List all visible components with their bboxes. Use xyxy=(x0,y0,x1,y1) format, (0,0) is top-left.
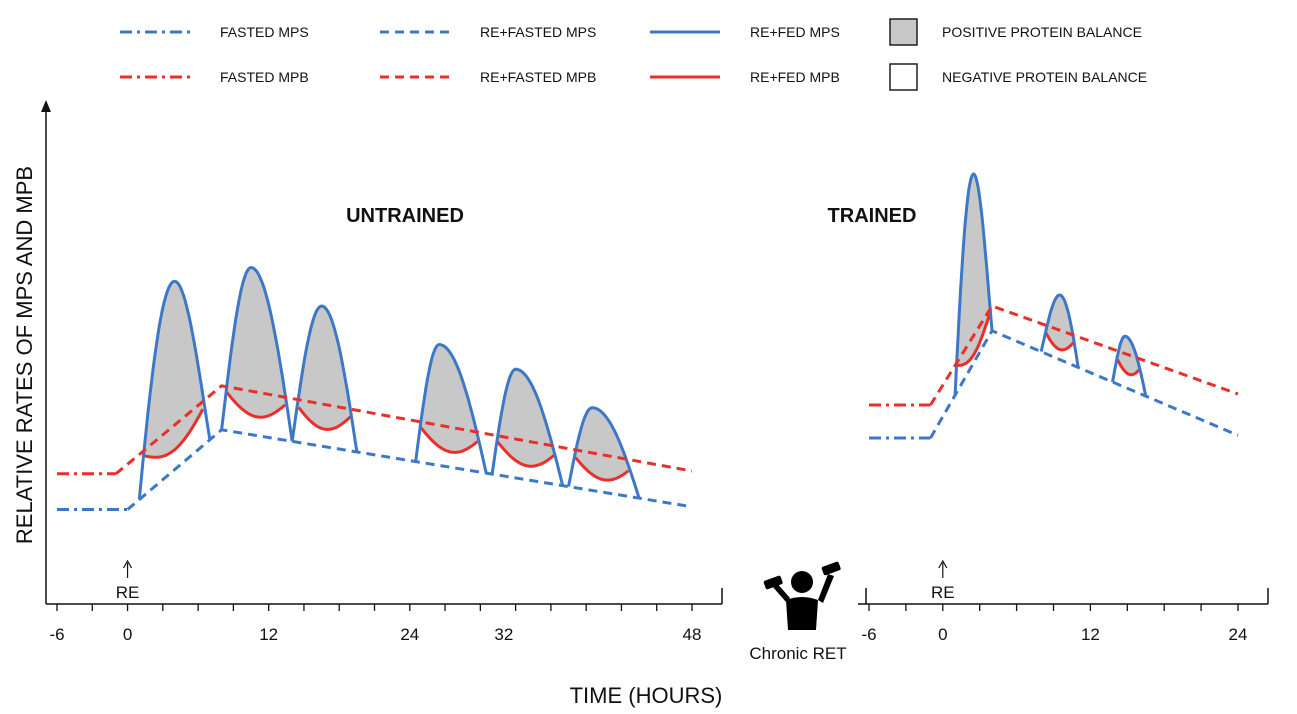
x-tick-label-0-2: 12 xyxy=(259,625,278,644)
x-tick-label-0-4: 32 xyxy=(494,625,513,644)
legend-swatch-7 xyxy=(890,64,917,90)
y-axis-arrow xyxy=(41,100,51,112)
x-tick-label-1-0: -6 xyxy=(861,625,876,644)
panel-title-1: TRAINED xyxy=(828,205,917,227)
x-tick-label-1-3: 24 xyxy=(1229,625,1248,644)
x-tick-label-0-1: 0 xyxy=(123,625,132,644)
re-label-1: RE xyxy=(931,583,955,602)
weightlifter-icon xyxy=(763,561,841,630)
legend-label-4: FASTED MPB xyxy=(220,69,309,85)
legend-label-1: RE+FASTED MPS xyxy=(480,24,596,40)
x-tick-label-0-5: 48 xyxy=(683,625,702,644)
panel-title-0: UNTRAINED xyxy=(346,205,464,227)
legend-label-6: RE+FED MPB xyxy=(750,69,840,85)
chronic-ret-label: Chronic RET xyxy=(749,644,846,663)
legend-label-0: FASTED MPS xyxy=(220,24,309,40)
lifter-head xyxy=(791,571,813,593)
x-tick-label-0-0: -6 xyxy=(49,625,64,644)
re-label-0: RE xyxy=(116,583,140,602)
legend-swatch-3 xyxy=(890,19,917,45)
legend-label-5: RE+FASTED MPB xyxy=(480,69,596,85)
x-tick-label-1-2: 12 xyxy=(1081,625,1100,644)
lifter-right-arm xyxy=(818,574,834,603)
axes xyxy=(41,100,1268,611)
legend-label-3: POSITIVE PROTEIN BALANCE xyxy=(942,24,1142,40)
y-axis-label: RELATIVE RATES OF MPS AND MPB xyxy=(12,166,37,544)
lifter-body xyxy=(786,597,818,630)
legend-label-7: NEGATIVE PROTEIN BALANCE xyxy=(942,69,1147,85)
legend-label-2: RE+FED MPS xyxy=(750,24,840,40)
x-tick-label-1-1: 0 xyxy=(938,625,947,644)
x-tick-label-0-3: 24 xyxy=(400,625,419,644)
right-dumbbell xyxy=(821,561,841,576)
chart-text: -6 0 12 24 32 48 UNTRAINED RE -6 0 12 24 TRAINED RE RE… xyxy=(12,166,1247,708)
x-axis-label: TIME (HOURS) xyxy=(570,683,723,708)
legend: FASTED MPS RE+FASTED MPS RE+FED MPS POSITIV… xyxy=(120,19,1147,90)
